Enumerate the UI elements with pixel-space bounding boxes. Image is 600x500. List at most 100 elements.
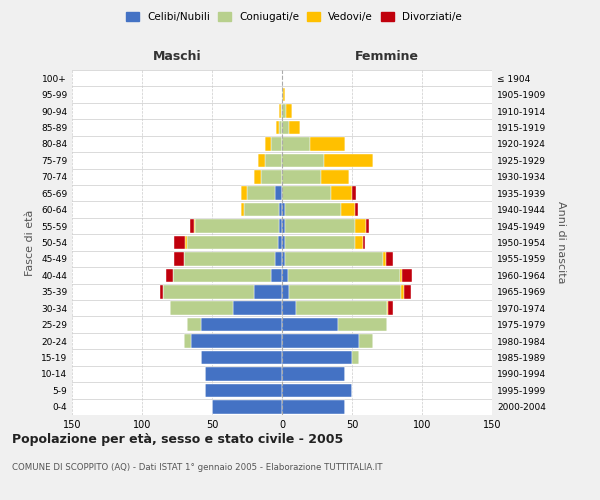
Bar [404, 285, 411, 298]
Bar [282, 121, 289, 134]
Bar [387, 302, 388, 315]
Bar [241, 203, 244, 216]
Bar [285, 203, 341, 216]
Bar [355, 203, 358, 216]
Bar [185, 236, 187, 249]
Bar [275, 252, 282, 266]
Text: Popolazione per età, sesso e stato civile - 2005: Popolazione per età, sesso e stato civil… [12, 432, 343, 446]
Bar [282, 88, 283, 102]
Bar [289, 285, 401, 298]
Bar [187, 318, 201, 332]
Bar [271, 137, 282, 150]
Bar [282, 302, 296, 315]
Bar [282, 285, 289, 298]
Bar [282, 384, 352, 397]
Bar [160, 285, 163, 298]
Bar [187, 236, 278, 249]
Bar [282, 170, 321, 183]
Text: Femmine: Femmine [355, 50, 419, 64]
Bar [281, 104, 282, 118]
Bar [285, 236, 355, 249]
Bar [254, 170, 261, 183]
Bar [247, 186, 275, 200]
Bar [341, 203, 355, 216]
Bar [383, 252, 386, 266]
Bar [282, 318, 338, 332]
Bar [184, 334, 191, 348]
Bar [279, 104, 281, 118]
Bar [173, 268, 271, 282]
Bar [282, 268, 287, 282]
Bar [170, 302, 233, 315]
Bar [366, 220, 369, 233]
Bar [279, 121, 282, 134]
Bar [289, 121, 300, 134]
Bar [271, 268, 282, 282]
Bar [285, 220, 355, 233]
Bar [363, 236, 365, 249]
Bar [403, 268, 412, 282]
Bar [355, 220, 366, 233]
Bar [205, 384, 282, 397]
Bar [205, 367, 282, 380]
Bar [386, 252, 392, 266]
Y-axis label: Fasce di età: Fasce di età [25, 210, 35, 276]
Bar [401, 285, 404, 298]
Bar [285, 252, 383, 266]
Bar [201, 351, 282, 364]
Bar [279, 220, 282, 233]
Bar [352, 186, 356, 200]
Bar [282, 104, 286, 118]
Bar [244, 203, 279, 216]
Bar [190, 220, 194, 233]
Bar [287, 268, 400, 282]
Bar [278, 236, 282, 249]
Bar [282, 137, 310, 150]
Bar [282, 252, 285, 266]
Bar [194, 220, 195, 233]
Bar [282, 351, 352, 364]
Bar [174, 252, 184, 266]
Bar [166, 268, 173, 282]
Bar [275, 186, 282, 200]
Bar [282, 367, 345, 380]
Bar [338, 318, 387, 332]
Bar [163, 285, 254, 298]
Bar [355, 236, 363, 249]
Bar [321, 170, 349, 183]
Bar [400, 268, 403, 282]
Bar [282, 203, 285, 216]
Bar [241, 186, 247, 200]
Bar [331, 186, 352, 200]
Bar [282, 236, 285, 249]
Bar [279, 203, 282, 216]
Bar [191, 334, 282, 348]
Bar [282, 334, 359, 348]
Bar [282, 186, 331, 200]
Bar [265, 154, 282, 167]
Bar [261, 170, 282, 183]
Text: Maschi: Maschi [152, 50, 202, 64]
Bar [254, 285, 282, 298]
Bar [310, 137, 345, 150]
Bar [324, 154, 373, 167]
Bar [388, 302, 392, 315]
Bar [184, 252, 275, 266]
Bar [233, 302, 282, 315]
Bar [352, 351, 359, 364]
Bar [283, 88, 285, 102]
Bar [195, 220, 279, 233]
Bar [282, 400, 345, 413]
Bar [201, 318, 282, 332]
Bar [258, 154, 265, 167]
Text: COMUNE DI SCOPPITO (AQ) - Dati ISTAT 1° gennaio 2005 - Elaborazione TUTTITALIA.I: COMUNE DI SCOPPITO (AQ) - Dati ISTAT 1° … [12, 462, 383, 471]
Bar [174, 236, 185, 249]
Bar [359, 334, 373, 348]
Bar [282, 220, 285, 233]
Y-axis label: Anni di nascita: Anni di nascita [556, 201, 566, 283]
Legend: Celibi/Nubili, Coniugati/e, Vedovi/e, Divorziati/e: Celibi/Nubili, Coniugati/e, Vedovi/e, Di… [122, 8, 466, 26]
Bar [265, 137, 271, 150]
Bar [212, 400, 282, 413]
Bar [277, 121, 279, 134]
Bar [286, 104, 292, 118]
